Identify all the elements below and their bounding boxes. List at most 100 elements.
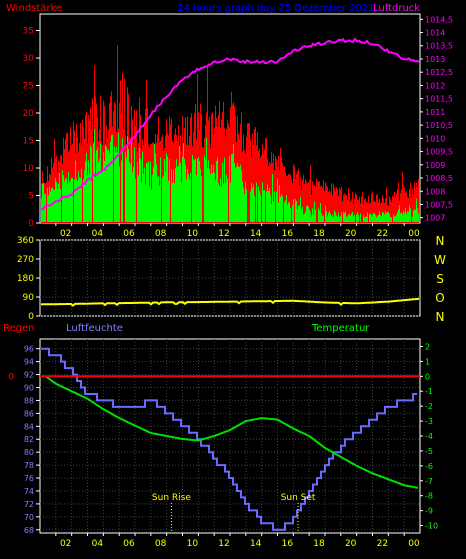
- compass-label: O: [435, 291, 444, 305]
- rain-tick-label: 0: [8, 372, 14, 382]
- humidity-tick-label: 86: [24, 409, 34, 418]
- humidity-tick-label: 82: [24, 435, 34, 444]
- wind-tick-label: 0: [28, 219, 34, 229]
- sun-markers: Sun Rise Sun Set: [152, 493, 316, 533]
- humidity-line: [41, 347, 417, 531]
- wind-tick-label: 5: [28, 192, 34, 202]
- pressure-tick-label: 1012,5: [425, 68, 453, 77]
- wind-title: Windstärke: [6, 3, 62, 14]
- pressure-tick-label: 1013,5: [425, 42, 453, 51]
- temperature-tick-label: -5: [425, 447, 433, 456]
- sunrise-label: Sun Rise: [152, 493, 191, 503]
- temperature-tick-label: -10: [425, 522, 438, 531]
- humidity-tick-label: 80: [24, 448, 34, 457]
- temperature-tick-label: -1: [425, 387, 433, 396]
- temperature-tick-label: 0: [425, 372, 430, 381]
- pressure-tick-label: 1013: [425, 55, 445, 64]
- humidity-tick-label: 78: [24, 461, 34, 470]
- rain-label: Regen: [3, 323, 35, 334]
- pressure-tick-label: 1010,5: [425, 121, 453, 130]
- humidity-tick-label: 74: [24, 487, 34, 496]
- wind-bars: [40, 37, 420, 223]
- humidity-tick-label: 76: [24, 474, 34, 483]
- wind-tick-label: 30: [23, 54, 35, 64]
- compass-label: W: [434, 253, 446, 267]
- direction-line: [40, 297, 420, 307]
- humidity-x-ticks: 02 04 06 08 10 12 14 16 18 20 22 00: [55, 533, 420, 549]
- pressure-line: [40, 37, 420, 211]
- wind-x-tick-label: 06: [123, 229, 135, 239]
- wind-tick-label: 15: [23, 137, 34, 147]
- direction-tick-label: 360: [17, 236, 34, 246]
- humidity-x-tick-label: 18: [313, 539, 325, 549]
- wind-tick-label: 25: [23, 82, 34, 92]
- humidity-tick-label: 96: [24, 345, 34, 354]
- temperature-line: [45, 375, 419, 489]
- temperature-tick-label: -6: [425, 462, 433, 471]
- humidity-x-tick-label: 10: [187, 539, 199, 549]
- humidity-tick-label: 68: [24, 526, 34, 535]
- humidity-tick-label: 88: [24, 396, 34, 405]
- humidity-tick-label: 72: [24, 500, 34, 509]
- humidity-x-tick-label: 08: [155, 539, 167, 549]
- pressure-tick-label: 1007,5: [425, 200, 453, 209]
- direction-tick-label: 90: [23, 293, 35, 303]
- pressure-tick-label: 1008: [425, 187, 445, 196]
- pressure-tick-label: 1014,5: [425, 15, 453, 24]
- temperature-tick-label: 1: [425, 357, 430, 366]
- direction-tick-label: 270: [17, 255, 34, 265]
- humidity-x-tick-label: 20: [345, 539, 357, 549]
- temperature-tick-label: -9: [425, 507, 433, 516]
- pressure-tick-label: 1014: [425, 29, 445, 38]
- compass-label: N: [436, 234, 445, 248]
- pressure-tick-label: 1010: [425, 134, 445, 143]
- humidity-x-tick-label: 16: [282, 539, 294, 549]
- humidity-x-tick-label: 00: [408, 539, 420, 549]
- wind-x-tick-label: 10: [187, 229, 199, 239]
- compass-label: N: [436, 310, 445, 324]
- humidity-tick-label: 70: [24, 513, 34, 522]
- temperature-tick-label: -4: [425, 432, 433, 441]
- temperature-tick-label: -7: [425, 477, 433, 486]
- temperature-tick-label: -2: [425, 402, 433, 411]
- humidity-x-tick-label: 02: [60, 539, 71, 549]
- humidity-tick-label: 94: [24, 358, 34, 367]
- humidity-axis-ticks: 68 70 72 74 76 78 80 82 84 86 88 90 92 94 96 0: [8, 345, 40, 535]
- wind-x-tick-label: 16: [282, 229, 294, 239]
- wind-tick-label: 10: [23, 164, 35, 174]
- pressure-axis-ticks: 1007 1007,5 1008 1008,5 1009 1009,5 1010 1010,5…: [420, 15, 453, 223]
- wind-x-tick-label: 00: [408, 229, 420, 239]
- humidity-x-tick-label: 04: [92, 539, 104, 549]
- pressure-tick-label: 1011,5: [425, 95, 453, 104]
- pressure-tick-label: 1009,5: [425, 148, 453, 157]
- humidity-x-tick-label: 12: [218, 539, 229, 549]
- humidity-x-tick-label: 06: [123, 539, 135, 549]
- pressure-tick-label: 1011: [425, 108, 445, 117]
- humidity-tick-label: 90: [24, 384, 34, 393]
- wind-x-tick-label: 12: [218, 229, 229, 239]
- temperature-tick-label: -8: [425, 492, 433, 501]
- temperature-axis-ticks: 2 1 0 -1 -2 -3 -4 -5 -6 -7 -8 -9 -10: [420, 342, 438, 531]
- wind-x-tick-label: 22: [377, 229, 388, 239]
- temperature-tick-label: 2: [425, 342, 430, 351]
- humidity-grid: [40, 339, 420, 533]
- compass-label: S: [436, 272, 444, 286]
- wind-x-tick-label: 08: [155, 229, 167, 239]
- direction-grid: [40, 239, 420, 317]
- wind-x-tick-label: 14: [250, 229, 262, 239]
- direction-axis-ticks: 0 90 180 270 360: [17, 236, 40, 322]
- humidity-x-tick-label: 14: [250, 539, 262, 549]
- humidity-tick-label: 92: [24, 371, 34, 380]
- wind-x-ticks: 02 04 06 08 10 12 14 16 18 20 22 00: [55, 223, 420, 239]
- humidity-x-tick-label: 22: [377, 539, 388, 549]
- pressure-title: Luftdruck: [373, 3, 420, 14]
- temperature-tick-label: -3: [425, 417, 433, 426]
- chart-title: 24 hours graph day 25 Dezember 2021: [177, 3, 374, 14]
- wind-x-tick-label: 02: [60, 229, 71, 239]
- wind-x-tick-label: 20: [345, 229, 357, 239]
- direction-tick-label: 0: [28, 312, 34, 322]
- wind-axis-ticks: 0 5 10 15 20 25 30 35: [23, 27, 40, 229]
